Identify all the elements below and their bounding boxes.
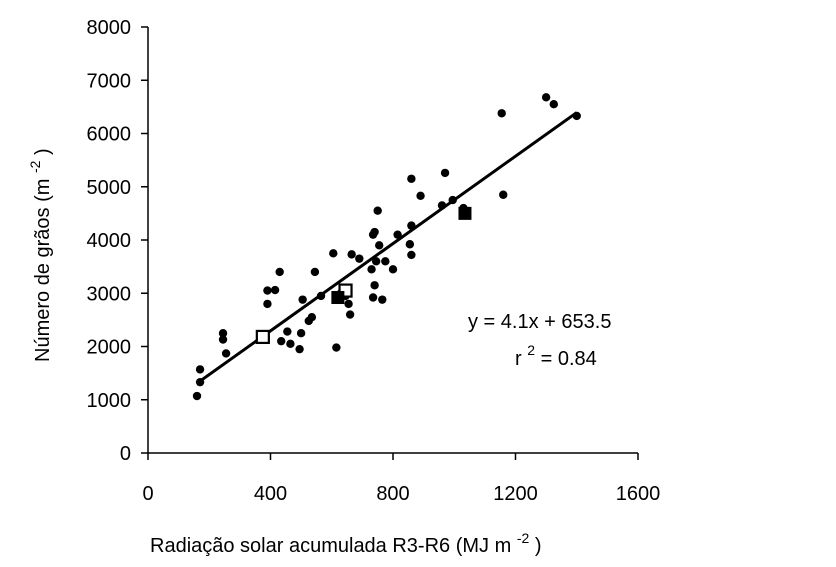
- data-point: [355, 254, 364, 263]
- trendline-group: [196, 111, 578, 385]
- x-tick-label: 400: [254, 483, 287, 505]
- y-tick-label: 4000: [87, 230, 132, 252]
- data-point: [416, 191, 425, 201]
- data-point: [437, 201, 447, 210]
- data-point: [407, 174, 416, 183]
- r-squared-label: r 2 = 0.84: [515, 338, 597, 370]
- data-point: [381, 257, 390, 266]
- data-point: [345, 310, 355, 319]
- data-point: [283, 327, 292, 336]
- y-tick-label: 8000: [87, 17, 132, 39]
- data-point: [295, 344, 304, 354]
- data-point: [195, 377, 205, 387]
- data-point: [277, 336, 286, 346]
- x-axis-title-main: Radiação solar acumulada R3-R6 (MJ m: [150, 535, 511, 557]
- y-ticks: 0 1000 2000 3000 4000 5000 6000 7000 8000: [87, 17, 148, 465]
- data-point: [448, 195, 457, 205]
- regression-line: [196, 111, 578, 385]
- data-point: [499, 190, 508, 199]
- y-axis-title: Número de grãos (m -2 ): [23, 148, 54, 362]
- y-tick-label: 0: [120, 443, 131, 465]
- data-point: [329, 249, 338, 258]
- x-tick-label: 1200: [493, 483, 538, 505]
- data-point: [367, 265, 376, 274]
- y-tick-label: 5000: [87, 177, 132, 199]
- data-point: [393, 230, 402, 239]
- data-point: [307, 313, 317, 322]
- data-point: [405, 240, 415, 249]
- data-point: [195, 365, 205, 374]
- y-tick-label: 7000: [87, 70, 132, 92]
- data-point: [378, 295, 387, 304]
- r-squared-superscript: 2: [527, 342, 535, 358]
- r-squared-value: = 0.84: [541, 348, 597, 370]
- x-axis-title-superscript: -2: [517, 530, 530, 546]
- data-point: [275, 267, 284, 277]
- data-point: [370, 281, 379, 290]
- data-point: [218, 335, 228, 344]
- data-point: [310, 267, 320, 277]
- data-point: [347, 250, 356, 259]
- data-point: [371, 257, 381, 266]
- y-tick-label: 3000: [87, 283, 132, 305]
- data-point: [373, 206, 382, 215]
- data-point: [221, 349, 231, 358]
- data-point: [296, 328, 306, 338]
- data-point: [316, 291, 326, 301]
- data-point: [192, 391, 202, 401]
- data-point: [263, 286, 272, 295]
- data-point: [218, 328, 228, 338]
- equation-label: y = 4.1x + 653.5: [468, 311, 611, 333]
- data-point: [286, 339, 295, 349]
- x-tick-label: 800: [376, 483, 409, 505]
- data-point: [497, 109, 506, 118]
- y-axis-title-end: ): [32, 148, 54, 155]
- r-squared-prefix: r: [515, 348, 522, 370]
- data-point: [263, 299, 272, 309]
- data-point: [388, 265, 398, 274]
- x-axis-title-end: ): [535, 535, 542, 557]
- data-point: [440, 168, 450, 178]
- y-axis-title-superscript: -2: [27, 160, 43, 173]
- y-tick-label: 6000: [87, 124, 132, 146]
- data-point: [368, 293, 378, 302]
- y-axis-title-main: Número de grãos (m: [32, 179, 54, 362]
- y-tick-label: 2000: [87, 337, 132, 359]
- data-point: [572, 111, 581, 121]
- data-point-open-square: [255, 329, 270, 345]
- data-point: [298, 295, 307, 304]
- axes: [147, 27, 638, 454]
- data-point: [407, 221, 416, 230]
- data-point: [407, 250, 416, 260]
- y-tick-label: 1000: [87, 390, 132, 412]
- data-point: [549, 100, 558, 109]
- data-point: [375, 241, 384, 250]
- data-point: [541, 93, 551, 102]
- data-point-filled-square: [458, 206, 472, 220]
- data-point-filled-square: [331, 291, 345, 305]
- data-point: [370, 227, 379, 237]
- data-point: [344, 299, 353, 309]
- data-point: [270, 285, 280, 295]
- data-points: [192, 93, 581, 401]
- x-ticks: 0 400 800 1200 1600: [142, 453, 660, 505]
- x-axis-title: Radiação solar acumulada R3-R6 (MJ m -2 …: [150, 526, 542, 557]
- x-tick-label: 1600: [616, 483, 661, 505]
- x-tick-label: 0: [142, 483, 153, 505]
- data-point: [332, 343, 341, 352]
